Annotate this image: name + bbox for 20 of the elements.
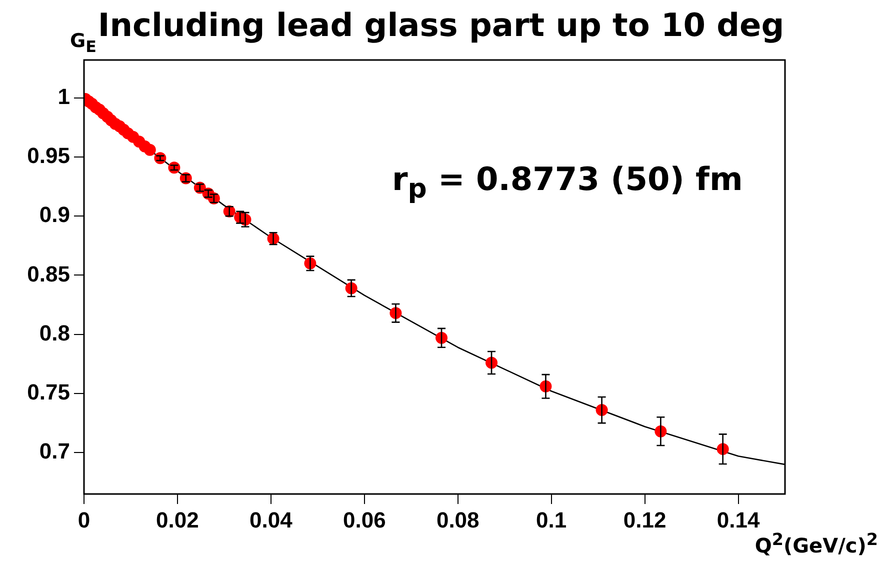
point	[144, 144, 156, 156]
y-tick-label: 0.75	[27, 380, 70, 405]
x-tick-label: 0.12	[623, 507, 666, 532]
x-tick-label: 0.08	[436, 507, 480, 532]
y-tick-label: 0.7	[39, 438, 70, 464]
x-tick-label: 0.1	[536, 507, 567, 532]
annotation: r$_{p}$ = 0.8773 (50) fm	[392, 160, 743, 204]
x-tick-label: 0.14	[716, 507, 760, 532]
x-tick-label: 0	[78, 507, 90, 532]
y-tick-label: 1	[58, 84, 70, 109]
y-tick-label: 0.9	[39, 202, 70, 228]
y-tick-label: 0.8	[39, 320, 70, 346]
y-tick-label: 0.95	[27, 143, 70, 168]
x-axis-title: Q$^{2}$(GeV/c)$^{2}$	[754, 530, 878, 558]
chart-title: Including lead glass part up to 10 deg	[98, 6, 784, 44]
x-tick-label: 0.02	[156, 507, 199, 532]
x-tick-label: 0.04	[250, 507, 294, 532]
x-tick-label: 0.06	[342, 507, 386, 532]
y-tick-label: 0.85	[27, 261, 70, 286]
y-axis-title: G$_{E}$	[70, 30, 96, 56]
